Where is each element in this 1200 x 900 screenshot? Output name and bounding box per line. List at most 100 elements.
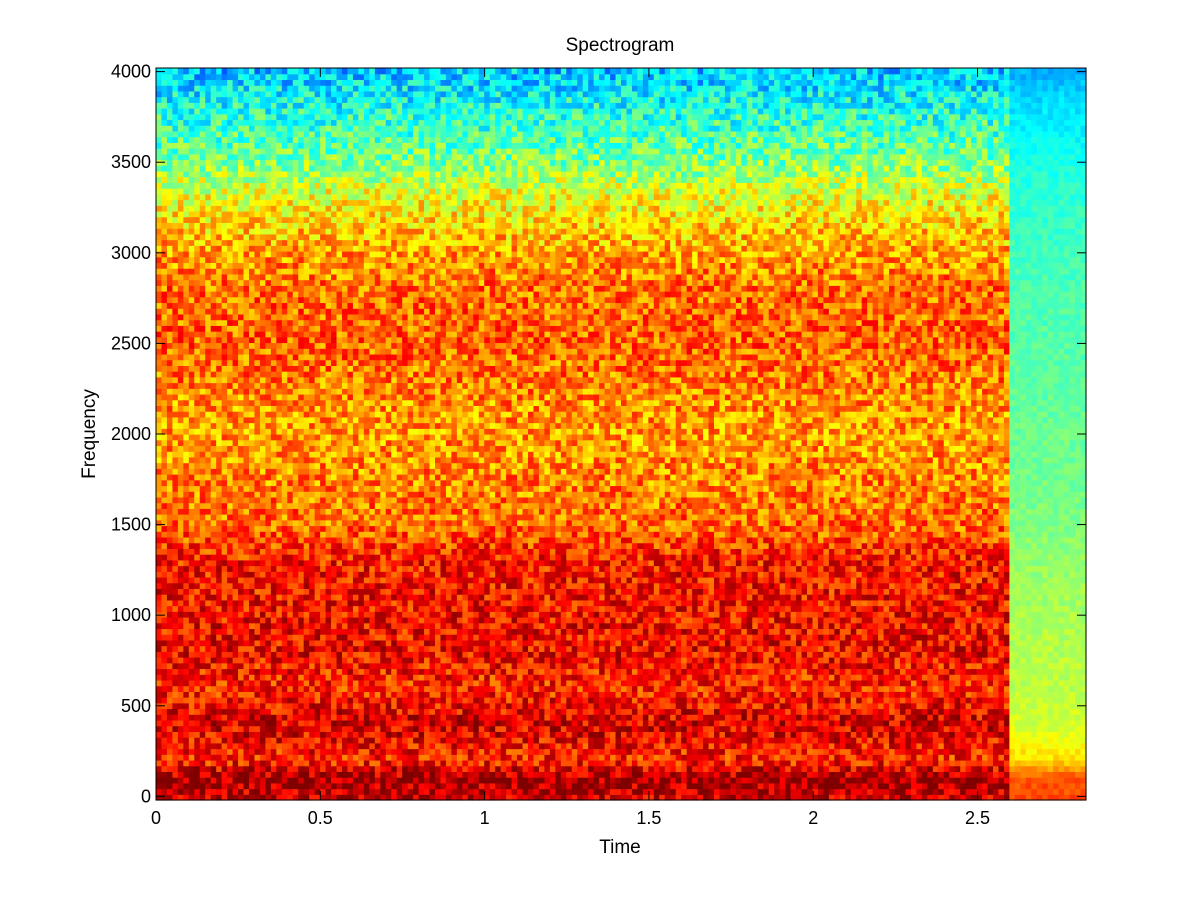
heatmap-cell (281, 611, 288, 618)
heatmap-cell (194, 405, 201, 412)
heatmap-cell (194, 657, 201, 664)
heatmap-cell (336, 685, 343, 692)
heatmap-cell (331, 496, 338, 504)
heatmap-cell (232, 594, 239, 601)
heatmap-cell (331, 119, 338, 126)
heatmap-cell (156, 336, 163, 344)
heatmap-cell (249, 794, 256, 801)
heatmap-cell (287, 788, 294, 795)
heatmap-cell (205, 245, 212, 252)
heatmap-cell (336, 222, 343, 229)
heatmap-cell (342, 479, 349, 487)
heatmap-cell (232, 371, 239, 378)
heatmap-cell (314, 605, 321, 612)
heatmap-cell (303, 479, 310, 487)
heatmap-cell (249, 571, 256, 578)
heatmap-cell (352, 565, 360, 572)
heatmap-cell (227, 199, 234, 206)
heatmap-cell (238, 90, 245, 98)
heatmap-cell (265, 210, 272, 218)
heatmap-cell (199, 565, 206, 572)
heatmap-cell (172, 319, 179, 326)
heatmap-cell (254, 348, 261, 355)
heatmap-cell (347, 285, 354, 292)
heatmap-cell (166, 468, 174, 475)
heatmap-cell (205, 170, 212, 178)
heatmap-cell (358, 388, 365, 395)
heatmap-cell (331, 468, 338, 475)
heatmap-cell (259, 239, 267, 246)
heatmap-cell (216, 754, 223, 761)
heatmap-cell (358, 662, 365, 670)
heatmap-cell (188, 353, 195, 361)
heatmap-cell (249, 233, 256, 241)
heatmap-cell (166, 668, 174, 675)
heatmap-cell (183, 485, 190, 492)
heatmap-cell (243, 439, 250, 447)
heatmap-cell (221, 108, 228, 115)
heatmap-cell (156, 102, 163, 109)
heatmap-cell (276, 565, 283, 572)
heatmap-cell (177, 342, 184, 349)
heatmap-cell (205, 342, 212, 349)
heatmap-cell (161, 296, 168, 304)
heatmap-cell (320, 525, 327, 532)
heatmap-cell (259, 548, 267, 555)
heatmap-cell (254, 639, 261, 647)
heatmap-cell (292, 199, 299, 206)
heatmap-cell (172, 382, 179, 389)
heatmap-cell (352, 313, 360, 321)
heatmap-cell (238, 73, 245, 81)
heatmap-cell (188, 125, 195, 132)
heatmap-cell (232, 136, 239, 143)
heatmap-cell (270, 451, 277, 458)
heatmap-cell (156, 365, 163, 372)
heatmap-cell (325, 359, 332, 366)
heatmap-cell (292, 794, 299, 801)
heatmap-cell (292, 342, 299, 349)
heatmap-cell (281, 308, 288, 315)
heatmap-cell (336, 125, 343, 132)
heatmap-cell (320, 216, 327, 224)
heatmap-cell (276, 96, 283, 103)
heatmap-cell (232, 771, 239, 778)
heatmap-cell (336, 439, 343, 447)
heatmap-cell (166, 96, 174, 103)
heatmap-cell (314, 754, 321, 761)
heatmap-cell (336, 508, 343, 515)
heatmap-cell (166, 285, 174, 292)
heatmap-cell (265, 691, 272, 698)
heatmap-cell (243, 102, 250, 109)
heatmap-cell (314, 256, 321, 264)
heatmap-cell (292, 737, 299, 744)
heatmap-cell (325, 176, 332, 183)
heatmap-cell (232, 399, 239, 407)
heatmap-cell (352, 393, 360, 401)
heatmap-cell (188, 594, 195, 601)
heatmap-cell (199, 336, 206, 344)
heatmap-cell (221, 96, 228, 103)
heatmap-cell (199, 182, 206, 189)
heatmap-cell (281, 548, 288, 555)
heatmap-cell (265, 68, 272, 75)
heatmap-cell (309, 291, 316, 298)
heatmap-cell (221, 136, 228, 143)
heatmap-cell (314, 348, 321, 355)
heatmap-cell (309, 451, 316, 458)
heatmap-cell (352, 256, 360, 264)
heatmap-cell (298, 85, 305, 92)
heatmap-cell (216, 456, 223, 464)
heatmap-cell (238, 634, 245, 641)
heatmap-cell (331, 291, 338, 298)
heatmap-cell (287, 348, 294, 355)
heatmap-cell (270, 502, 277, 509)
heatmap-cell (298, 142, 305, 149)
heatmap-cell (314, 182, 321, 189)
heatmap-cell (183, 285, 190, 292)
heatmap-cell (249, 439, 256, 447)
heatmap-cell (166, 422, 174, 429)
heatmap-cell (194, 508, 201, 515)
heatmap-cell (336, 233, 343, 241)
heatmap-cell (194, 170, 201, 178)
heatmap-cell (270, 130, 277, 138)
